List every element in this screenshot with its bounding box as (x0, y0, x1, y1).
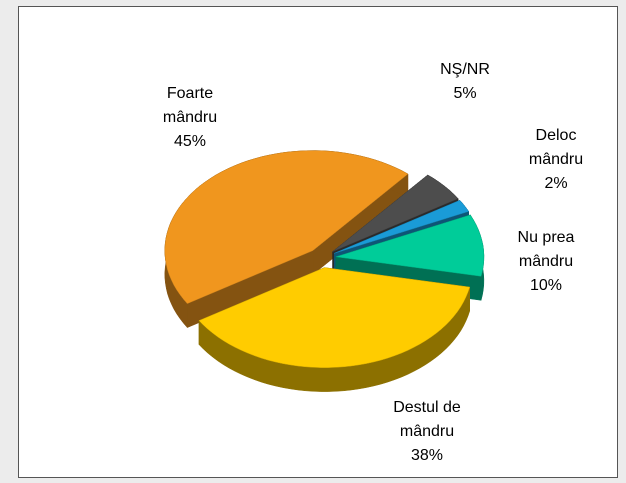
value-label: 38% (410, 447, 444, 464)
slice (198, 267, 471, 368)
slice (332, 174, 459, 252)
slice-label: Foarte mândru 45% (144, 82, 236, 154)
slice-label: NŞ/NR 5% (419, 58, 511, 106)
value-label: 2% (544, 175, 568, 192)
slice (164, 150, 409, 304)
category-label: Nu prea mândru (517, 229, 575, 270)
category-label: NŞ/NR (440, 61, 490, 78)
value-label: 10% (529, 277, 563, 294)
slice-label: Deloc mândru 2% (510, 124, 602, 196)
value-label: 45% (173, 133, 207, 150)
category-label: Destul de mândru (393, 399, 461, 440)
slice (335, 214, 485, 277)
slice (334, 199, 470, 254)
value-label: 5% (453, 85, 477, 102)
category-label: Deloc mândru (528, 127, 584, 168)
slice-label: Nu prea mândru 10% (500, 226, 592, 298)
category-label: Foarte mândru (162, 85, 218, 126)
slice-label: Destul de mândru 38% (381, 396, 473, 468)
